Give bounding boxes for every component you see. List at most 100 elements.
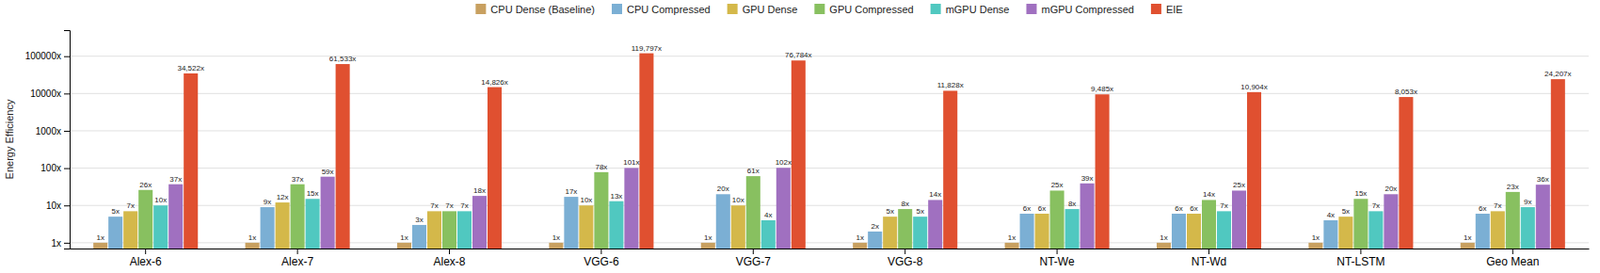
x-tick: NT-We	[1040, 248, 1075, 269]
legend-swatch	[475, 3, 486, 15]
data-label: 9,485x	[1090, 84, 1114, 94]
data-label: 61x	[747, 166, 760, 176]
bar	[275, 202, 290, 249]
y-tick-label: 10000x	[30, 88, 62, 99]
data-label: 76,784x	[784, 50, 812, 60]
data-label: 1x	[1312, 233, 1320, 242]
data-label: 101x	[623, 158, 640, 167]
data-label: 59x	[321, 167, 335, 176]
bar	[123, 210, 138, 249]
bar	[1156, 242, 1171, 249]
bar	[776, 167, 791, 249]
data-label: 6x	[1189, 204, 1198, 213]
bar	[912, 216, 928, 249]
x-tick-mark	[1512, 248, 1514, 255]
data-label: 23x	[1506, 182, 1520, 192]
bar	[108, 216, 123, 249]
data-label: 4x	[764, 210, 772, 220]
y-tick-label: 100x	[40, 162, 62, 174]
bar	[1353, 198, 1368, 249]
x-axis: Alex-6Alex-7Alex-8VGG-6VGG-7VGG-8NT-WeNT…	[70, 248, 1590, 269]
data-label: 7x	[1372, 201, 1380, 210]
bar	[1171, 213, 1186, 249]
bar	[1050, 190, 1065, 249]
x-tick-mark	[904, 248, 906, 255]
data-label: 34,522x	[176, 64, 204, 73]
x-tick-label: NT-Wd	[1191, 255, 1227, 269]
data-label: 1x	[552, 233, 560, 242]
data-label: 15x	[1354, 189, 1367, 198]
x-tick-mark	[448, 248, 450, 255]
legend: CPU Dense (Baseline)CPU CompressedGPU De…	[475, 3, 1183, 16]
data-label: 9x	[1523, 197, 1532, 207]
bar	[1232, 190, 1247, 249]
legend-label: CPU Compressed	[626, 3, 711, 16]
bar	[153, 205, 168, 249]
x-tick-label: VGG-6	[583, 255, 620, 269]
data-label: 39x	[1081, 174, 1094, 183]
data-label: 26x	[139, 180, 152, 190]
data-label: 1x	[1008, 233, 1016, 242]
legend-swatch	[611, 3, 623, 15]
data-label: 1x	[96, 233, 104, 242]
y-tick: 1000x	[35, 126, 70, 137]
bar	[1520, 207, 1536, 249]
bar	[245, 242, 260, 249]
grid-line	[69, 129, 1589, 131]
data-label: 5x	[915, 207, 924, 216]
x-tick-label: Alex-7	[281, 255, 314, 269]
x-tick-mark	[1208, 248, 1210, 255]
bars	[93, 53, 1566, 249]
data-label: 78x	[594, 162, 608, 172]
bar	[336, 64, 351, 249]
x-tick-label: Alex-6	[129, 255, 162, 269]
y-tick-label: 1x	[50, 238, 62, 249]
data-label: 7x	[445, 201, 453, 210]
data-label: 10,904x	[1240, 82, 1267, 92]
data-label: 36x	[1536, 175, 1550, 184]
y-tick: 100000x	[25, 50, 70, 62]
data-label: 14,826x	[480, 78, 508, 87]
x-tick-mark	[1360, 248, 1361, 255]
y-axis-line	[64, 31, 71, 250]
data-label: 7x	[460, 201, 468, 210]
data-label: 17x	[564, 187, 577, 196]
y-tick-mark	[64, 56, 70, 58]
y-tick: 100x	[40, 162, 70, 174]
data-label: 14x	[1202, 190, 1216, 199]
data-label: 20x	[717, 184, 730, 193]
data-label: 102x	[775, 158, 792, 167]
data-label: 18x	[473, 186, 486, 195]
data-label: 10x	[154, 195, 167, 205]
data-label: 5x	[111, 207, 119, 216]
bar	[624, 167, 639, 249]
bar	[882, 216, 897, 249]
legend-label: EIE	[1166, 3, 1184, 16]
data-label: 37x	[169, 175, 182, 184]
y-axis-title: Energy Efficiency	[3, 98, 16, 179]
x-tick: VGG-8	[887, 248, 924, 269]
bar	[168, 184, 183, 249]
data-label: 7x	[1219, 201, 1228, 210]
bar	[93, 242, 108, 249]
data-label: 6x	[1174, 204, 1183, 213]
bar	[1201, 199, 1216, 249]
bar	[1216, 210, 1232, 249]
x-tick-mark	[752, 248, 754, 255]
y-tick-label: 10x	[46, 200, 62, 211]
data-label: 1x	[400, 233, 408, 242]
data-label: 7x	[430, 201, 438, 210]
bar	[457, 210, 472, 249]
x-tick-label: NT-LSTM	[1336, 255, 1385, 269]
data-label: 1x	[855, 233, 864, 242]
bar	[593, 172, 608, 249]
legend-item: CPU Dense (Baseline)	[475, 3, 595, 16]
bar-series	[168, 167, 1551, 249]
data-label: 119,797x	[631, 44, 662, 53]
data-label: 1x	[704, 233, 712, 242]
chart: 1x1x1x1x1x1x1x1x1x1x5x9x3x17x20x2x6x6x4x…	[0, 0, 1600, 273]
bar	[746, 176, 761, 249]
y-tick: 10000x	[30, 88, 70, 99]
data-label: 7x	[1493, 201, 1502, 210]
x-tick-mark	[600, 248, 602, 255]
